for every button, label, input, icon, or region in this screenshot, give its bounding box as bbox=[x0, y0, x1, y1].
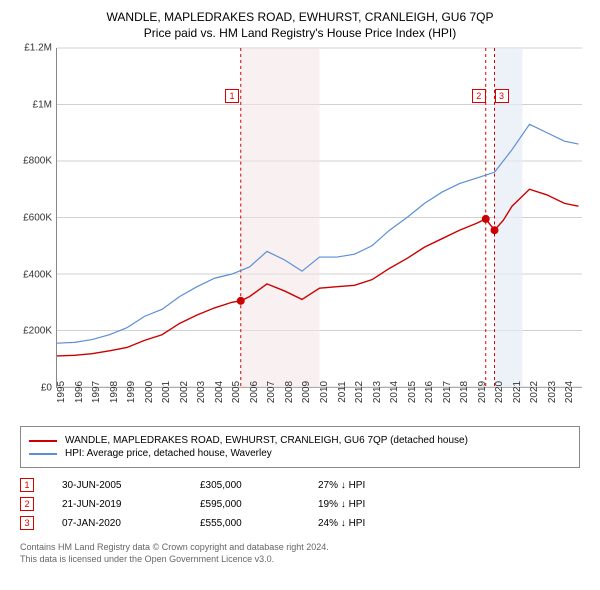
x-tick-label: 2024 bbox=[564, 381, 575, 403]
x-tick-label: 2015 bbox=[407, 381, 418, 403]
x-tick-label: 1997 bbox=[91, 381, 102, 403]
x-tick-label: 2007 bbox=[266, 381, 277, 403]
x-tick-label: 2017 bbox=[442, 381, 453, 403]
y-axis: £0£200K£400K£600K£800K£1M£1.2M bbox=[10, 48, 56, 418]
sale-date: 30-JUN-2005 bbox=[62, 480, 172, 491]
sales-table: 1 30-JUN-2005 £305,000 27% ↓ HPI 2 21-JUN-201… bbox=[20, 478, 580, 530]
legend-row: HPI: Average price, detached house, Wave… bbox=[29, 448, 571, 459]
sale-diff: 24% ↓ HPI bbox=[318, 518, 428, 529]
x-tick-label: 2016 bbox=[424, 381, 435, 403]
y-tick-label: £1M bbox=[33, 99, 52, 110]
x-tick-label: 2022 bbox=[529, 381, 540, 403]
chart-marker: 1 bbox=[225, 89, 239, 103]
x-tick-label: 2006 bbox=[249, 381, 260, 403]
x-tick-label: 2003 bbox=[196, 381, 207, 403]
x-tick-label: 1999 bbox=[126, 381, 137, 403]
sale-diff: 19% ↓ HPI bbox=[318, 499, 428, 510]
legend-swatch bbox=[29, 440, 57, 442]
x-tick-label: 2023 bbox=[547, 381, 558, 403]
x-tick-label: 2005 bbox=[231, 381, 242, 403]
x-tick-label: 2009 bbox=[301, 381, 312, 403]
x-axis: 1995199619971998199920002001200220032004… bbox=[56, 388, 582, 418]
sale-row: 3 07-JAN-2020 £555,000 24% ↓ HPI bbox=[20, 516, 580, 530]
x-tick-label: 2002 bbox=[179, 381, 190, 403]
x-tick-label: 2000 bbox=[144, 381, 155, 403]
legend-label: WANDLE, MAPLEDRAKES ROAD, EWHURST, CRANL… bbox=[65, 435, 468, 446]
chart-marker: 2 bbox=[472, 89, 486, 103]
y-tick-label: £0 bbox=[41, 383, 52, 394]
sale-marker: 3 bbox=[20, 516, 34, 530]
sale-price: £595,000 bbox=[200, 499, 290, 510]
y-tick-label: £800K bbox=[23, 156, 52, 167]
x-tick-label: 2013 bbox=[372, 381, 383, 403]
x-tick-label: 2020 bbox=[494, 381, 505, 403]
y-tick-label: £1.2M bbox=[24, 43, 52, 54]
sale-marker: 1 bbox=[20, 478, 34, 492]
x-tick-label: 2008 bbox=[284, 381, 295, 403]
x-tick-label: 2012 bbox=[354, 381, 365, 403]
sale-date: 07-JAN-2020 bbox=[62, 518, 172, 529]
x-tick-label: 2018 bbox=[459, 381, 470, 403]
chart-marker: 3 bbox=[495, 89, 509, 103]
y-tick-label: £600K bbox=[23, 213, 52, 224]
chart-title: WANDLE, MAPLEDRAKES ROAD, EWHURST, CRANL… bbox=[8, 10, 592, 24]
x-tick-label: 1996 bbox=[74, 381, 85, 403]
legend-label: HPI: Average price, detached house, Wave… bbox=[65, 448, 272, 459]
sale-date: 21-JUN-2019 bbox=[62, 499, 172, 510]
footer-line-1: Contains HM Land Registry data © Crown c… bbox=[20, 542, 580, 554]
chart-container: WANDLE, MAPLEDRAKES ROAD, EWHURST, CRANL… bbox=[0, 0, 600, 590]
y-tick-label: £200K bbox=[23, 326, 52, 337]
footer-line-2: This data is licensed under the Open Gov… bbox=[20, 554, 580, 566]
chart-subtitle: Price paid vs. HM Land Registry's House … bbox=[8, 26, 592, 40]
sale-price: £305,000 bbox=[200, 480, 290, 491]
x-tick-label: 2004 bbox=[214, 381, 225, 403]
sale-marker: 2 bbox=[20, 497, 34, 511]
x-tick-label: 1998 bbox=[109, 381, 120, 403]
x-tick-label: 2019 bbox=[477, 381, 488, 403]
x-tick-label: 2021 bbox=[512, 381, 523, 403]
x-tick-label: 2001 bbox=[161, 381, 172, 403]
legend-swatch bbox=[29, 453, 57, 455]
x-tick-label: 2014 bbox=[389, 381, 400, 403]
x-tick-label: 2011 bbox=[337, 381, 348, 403]
footer: Contains HM Land Registry data © Crown c… bbox=[20, 542, 580, 565]
plot-area: 1 23 bbox=[56, 48, 582, 388]
chart-area: £0£200K£400K£600K£800K£1M£1.2M 123 19951… bbox=[10, 48, 590, 418]
y-tick-label: £400K bbox=[23, 269, 52, 280]
sale-price: £555,000 bbox=[200, 518, 290, 529]
sale-row: 1 30-JUN-2005 £305,000 27% ↓ HPI bbox=[20, 478, 580, 492]
legend: WANDLE, MAPLEDRAKES ROAD, EWHURST, CRANL… bbox=[20, 426, 580, 468]
legend-row: WANDLE, MAPLEDRAKES ROAD, EWHURST, CRANL… bbox=[29, 435, 571, 446]
x-tick-label: 2010 bbox=[319, 381, 330, 403]
x-tick-label: 1995 bbox=[56, 381, 67, 403]
sale-diff: 27% ↓ HPI bbox=[318, 480, 428, 491]
sale-row: 2 21-JUN-2019 £595,000 19% ↓ HPI bbox=[20, 497, 580, 511]
